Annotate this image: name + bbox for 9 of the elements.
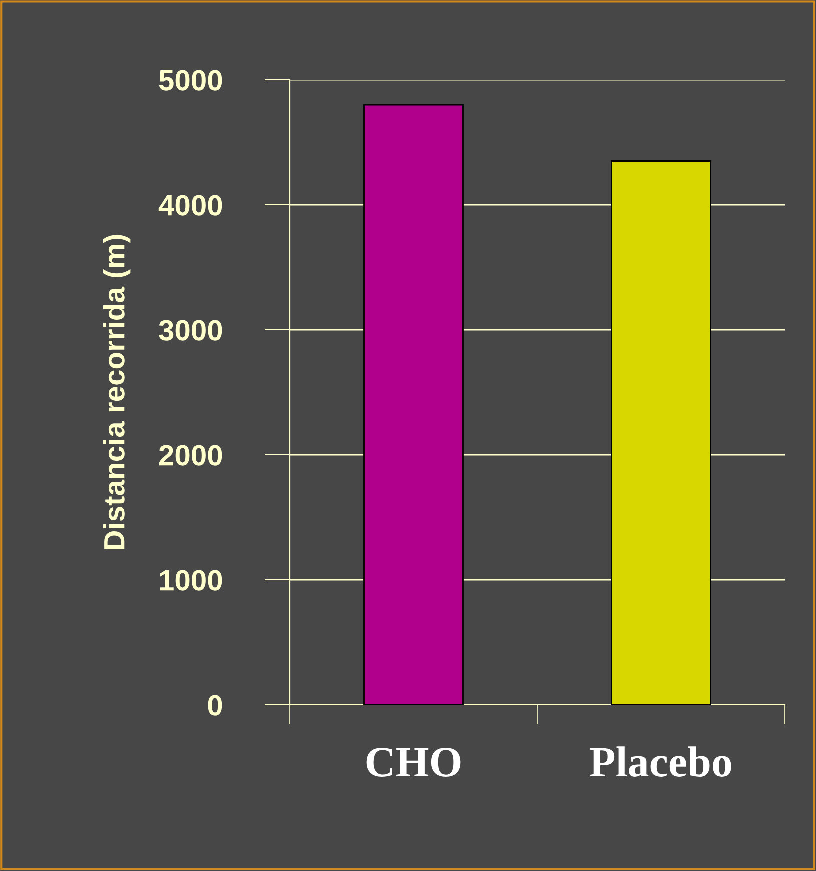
x-tick-label: CHO [366,748,461,777]
y-tick-label: 2000 [159,445,222,466]
x-tick-label: Placebo [590,746,732,777]
y-tick-label: 1000 [160,570,222,591]
y-axis-title: Distancia recorrida (m) [103,235,131,550]
y-tick-label: 4000 [158,195,222,216]
y-tick-label: 5000 [159,70,222,91]
y-tick-label: 0 [208,695,222,716]
y-tick-label: 3000 [159,320,222,341]
